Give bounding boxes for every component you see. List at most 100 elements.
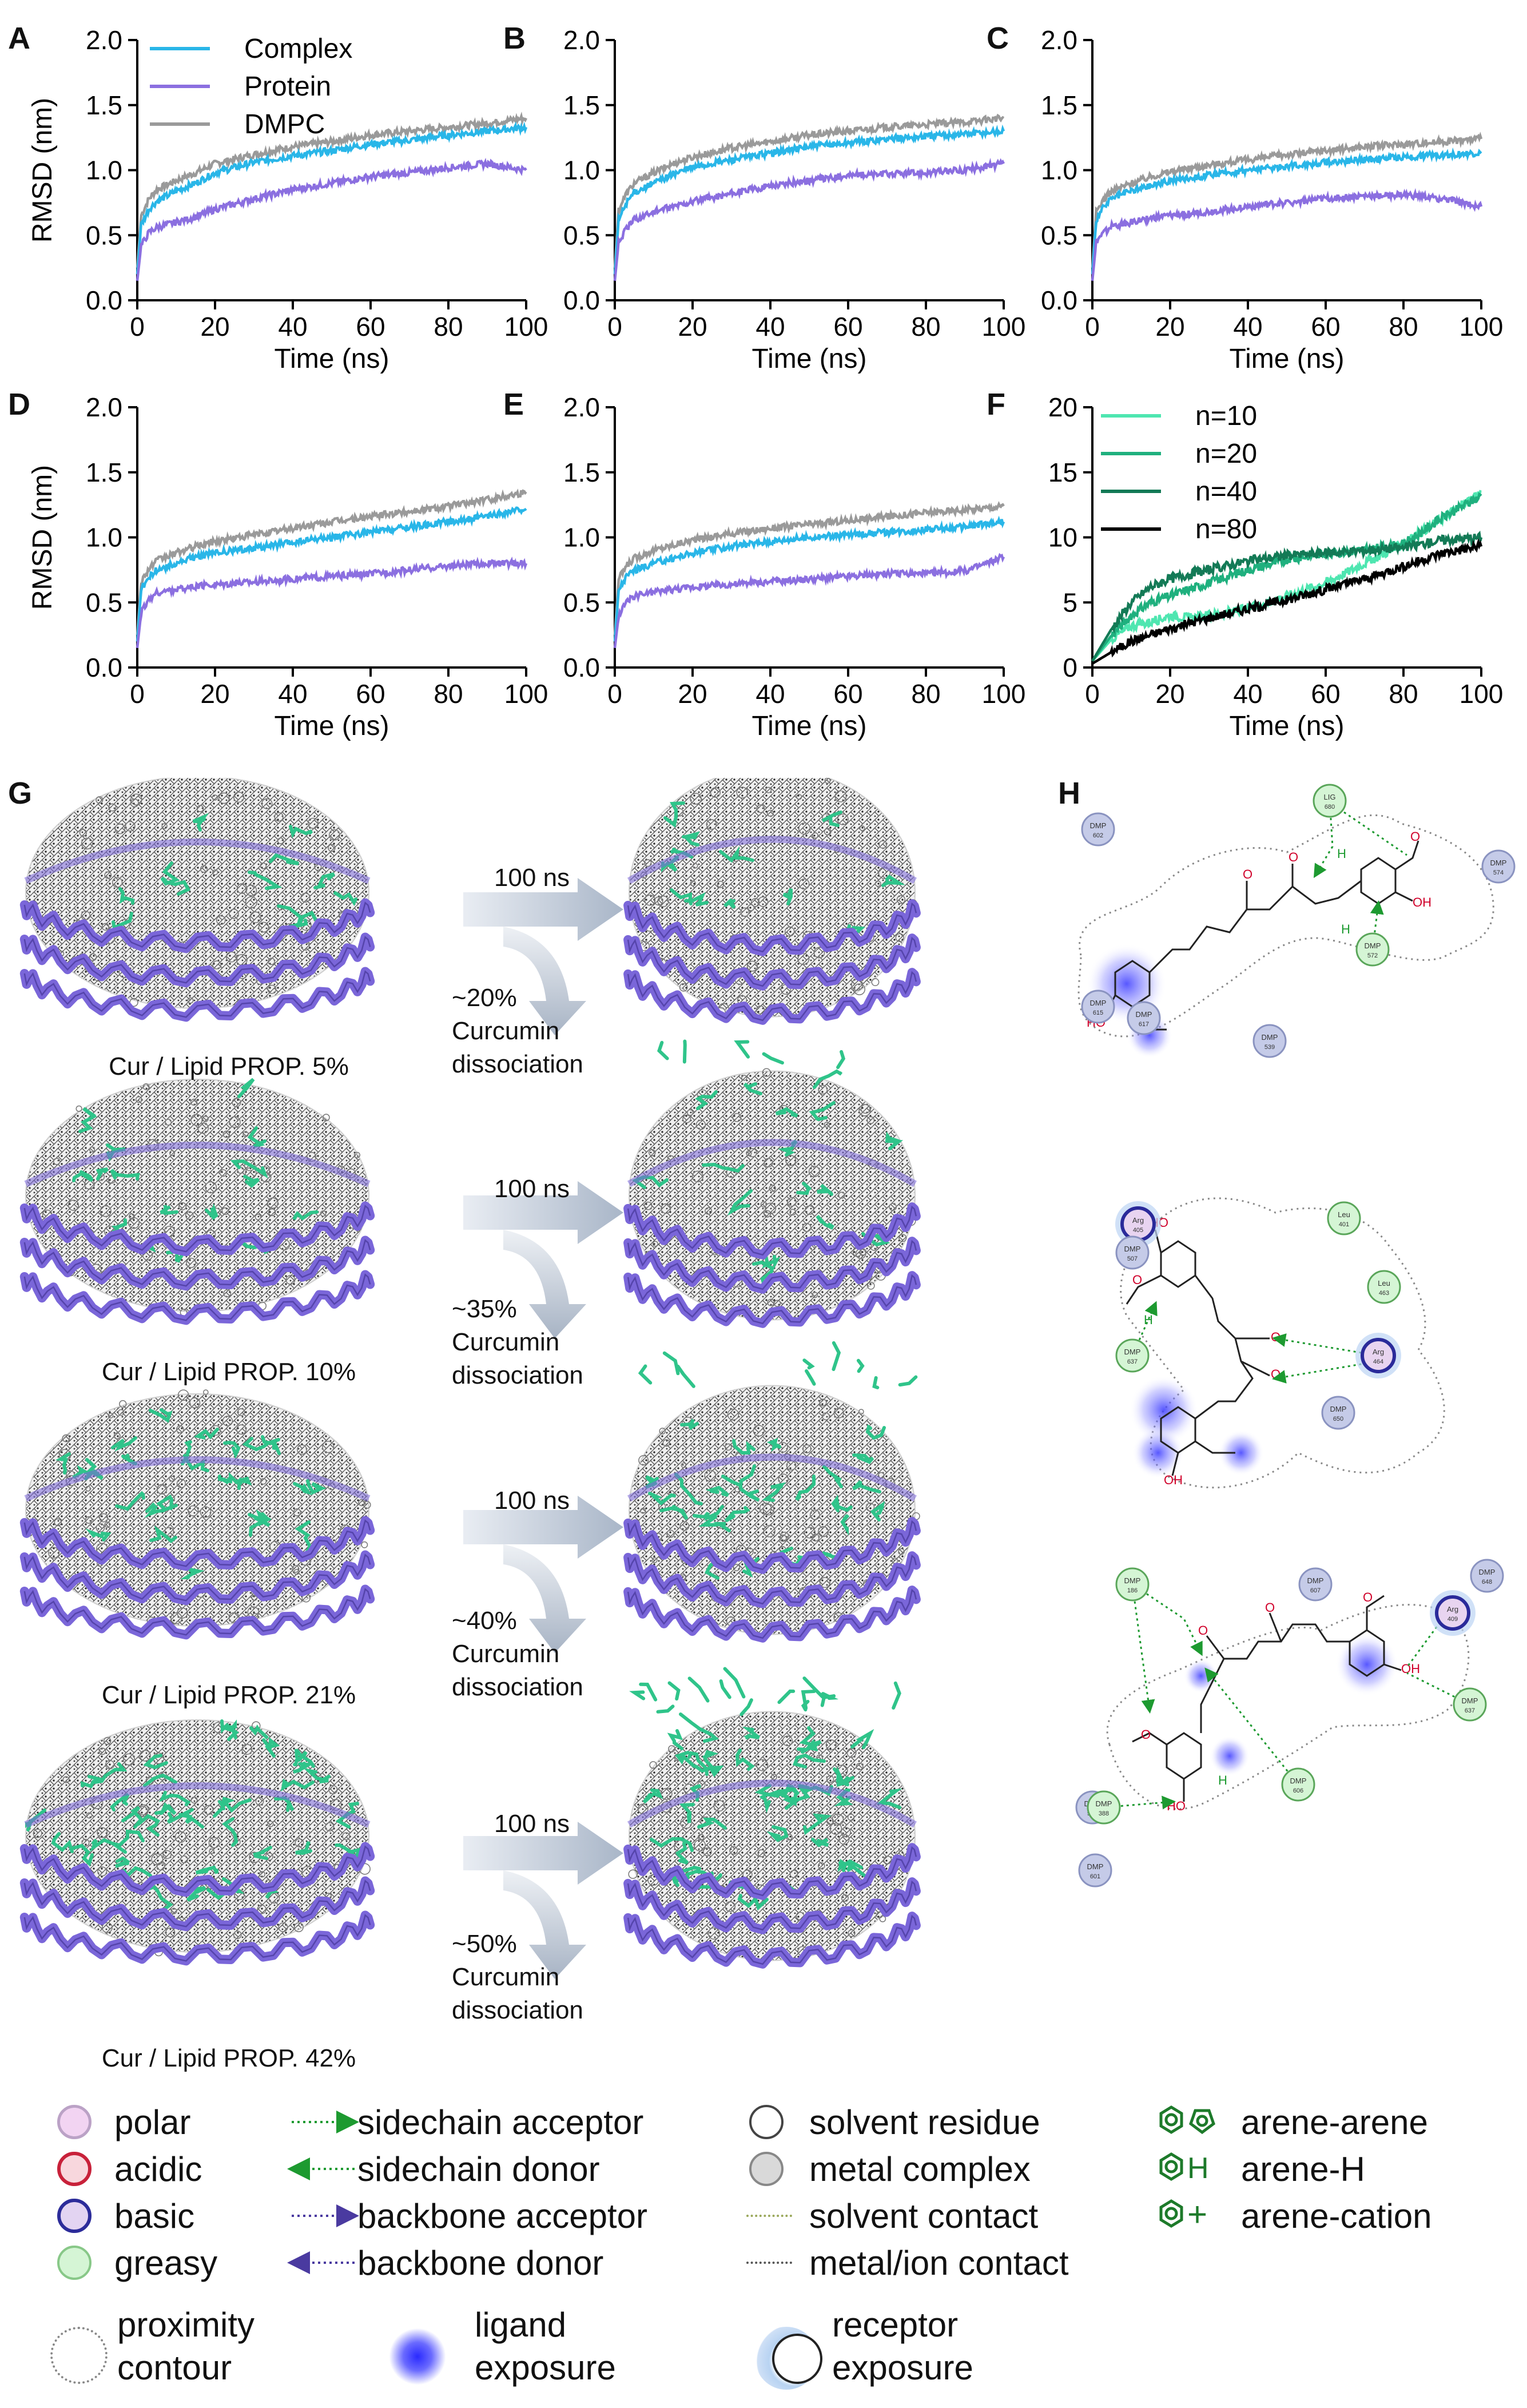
curcumin-molecule <box>248 1512 271 1527</box>
x-tick-label: 80 <box>434 679 463 709</box>
residue-name: DMP <box>1090 999 1107 1007</box>
y-tick-label: 1.5 <box>563 90 600 120</box>
arene-cation-icon <box>1159 2199 1183 2228</box>
h2-atom-h1: H <box>1144 1313 1153 1327</box>
legend-backbone-acceptor: backbone acceptor <box>357 2197 648 2235</box>
y-tick-label: 0.0 <box>86 653 122 682</box>
x-axis-label: Time (ns) <box>752 711 867 741</box>
process-arrow <box>463 878 623 1035</box>
y-axis-label: RMSD (nm) <box>27 465 58 610</box>
y-tick-label: 0.0 <box>86 285 122 315</box>
dissociated-curcumin <box>719 1679 731 1699</box>
interaction-map-2: HO O O O OH H Arg405Leu401DMP507Leu463DM… <box>1115 1197 1445 1489</box>
acidic-swatch-icon <box>57 2152 92 2186</box>
residue-disc <box>1481 849 1516 884</box>
curcumin-molecule <box>96 1167 109 1181</box>
curcumin-molecule <box>289 825 313 839</box>
snapshot-caption-4: Cur / Lipid PROP. 42% <box>101 2044 356 2072</box>
curcumin-molecule <box>865 1424 886 1440</box>
x-tick-label: 20 <box>678 312 707 341</box>
residue-number: 539 <box>1264 1044 1275 1051</box>
y-tick-label: 0.5 <box>1041 220 1077 250</box>
x-tick-label: 100 <box>504 312 548 341</box>
curcumin-molecule <box>719 846 754 863</box>
legend-backbone-donor: backbone donor <box>357 2244 604 2282</box>
dissociated-curcumin <box>739 1698 753 1716</box>
series-line-protein <box>136 157 527 281</box>
series-line-n40 <box>1091 530 1483 662</box>
dissoc-pct-3: ~40% <box>452 1607 517 1635</box>
dissociated-curcumin <box>892 1681 901 1710</box>
curcumin-molecule <box>85 1528 112 1541</box>
residue-name: LIG <box>1324 793 1336 801</box>
x-tick-label: 80 <box>911 679 940 709</box>
curcumin-molecule <box>218 1475 231 1484</box>
series-line-complex <box>136 506 527 642</box>
legend-proximity-1: proximity <box>117 2306 255 2344</box>
arrow-time-4: 100 ns <box>494 1810 570 1838</box>
curcumin-molecule <box>838 1861 872 1881</box>
curcumin-molecule <box>223 1440 241 1459</box>
dissociated-curcumin <box>836 1050 846 1070</box>
curcumin-molecule <box>799 1726 822 1749</box>
y-tick-label: 0.0 <box>1041 285 1077 315</box>
curcumin-molecule <box>166 1808 194 1824</box>
curcumin-molecule <box>816 1214 834 1230</box>
chart-e: 0.0 0.5 1.0 1.5 2.0 0 20 40 60 80 100 Time (ns) <box>563 392 1025 741</box>
chart-a: 0.0 0.5 1.0 1.5 2.0 0 20 40 60 80 100 Time (ns) RMSD… <box>27 25 548 374</box>
series-line-n80 <box>1091 538 1483 665</box>
residue-disc <box>1252 1024 1287 1058</box>
curcumin-molecule <box>93 1762 128 1784</box>
time-arrow <box>463 1181 623 1244</box>
x-tick-label: 40 <box>755 312 785 341</box>
curcumin-molecule <box>732 1439 755 1455</box>
residue-disc <box>1313 784 1347 818</box>
series-line-protein <box>136 557 528 649</box>
h3-atom-ho: HO <box>1167 1799 1186 1813</box>
dissociated-curcumin <box>802 1676 825 1699</box>
curcumin-molecule <box>881 875 906 887</box>
metal-complex-icon <box>749 2152 784 2186</box>
series-line-complex <box>613 124 1005 275</box>
x-tick-label: 60 <box>833 679 862 709</box>
curcumin-molecule <box>837 1858 863 1872</box>
residue-disc <box>1115 1235 1150 1270</box>
polar-swatch-icon <box>57 2105 92 2139</box>
curcumin-molecule <box>695 1090 718 1110</box>
h1-atom-o3: O <box>1410 829 1420 844</box>
curcumin-molecule <box>762 1251 781 1270</box>
curcumin-molecule <box>885 1131 904 1150</box>
legend-metal-complex: metal complex <box>809 2150 1031 2188</box>
dissociated-curcumin <box>734 1040 750 1059</box>
residue-name: Arg <box>1373 1348 1384 1356</box>
residue-name: DMP <box>1462 1696 1478 1705</box>
series-line-dmpc <box>136 112 528 268</box>
y-tick-label: 1.5 <box>86 458 122 487</box>
series-line-complex <box>136 121 528 275</box>
dissociated-curcumin <box>656 1704 675 1714</box>
dissoc-word1-3: Curcumin <box>452 1640 560 1668</box>
residue-number: 507 <box>1127 1255 1138 1262</box>
x-tick-label: 80 <box>1389 679 1418 709</box>
x-tick-label: 0 <box>130 312 145 341</box>
curcumin-molecule <box>766 1438 781 1452</box>
residue-number: 409 <box>1448 1616 1458 1623</box>
residue-disc <box>1435 1595 1470 1631</box>
residue-name: DMP <box>1330 1405 1347 1413</box>
h1-atom-h2: H <box>1341 922 1350 936</box>
arrow-time-2: 100 ns <box>494 1175 570 1203</box>
x-tick-label: 60 <box>1311 312 1340 341</box>
x-axis-label: Time (ns) <box>752 344 867 374</box>
dissoc-word1-4: Curcumin <box>452 1963 560 1991</box>
curcumin-molecule <box>852 1480 881 1493</box>
residue-number: 401 <box>1339 1221 1349 1228</box>
curcumin-molecule <box>782 1793 797 1806</box>
dissoc-word2-3: dissociation <box>452 1673 583 1701</box>
residue-name: DMP <box>1096 1799 1112 1808</box>
dissoc-pct-1: ~20% <box>452 984 517 1012</box>
residue-number: 463 <box>1379 1290 1389 1297</box>
panel-label-f: F <box>987 387 1005 422</box>
curcumin-molecule <box>833 1766 849 1786</box>
arene-icons: H + <box>1159 2105 1215 2234</box>
solvent-residue-icon <box>749 2105 784 2139</box>
